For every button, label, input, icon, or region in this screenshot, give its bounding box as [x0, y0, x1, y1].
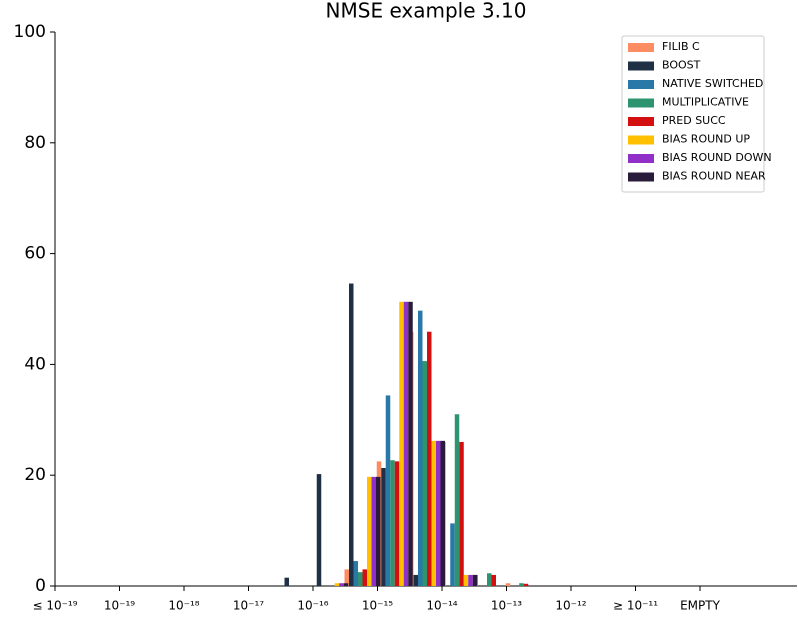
bar — [519, 583, 524, 586]
legend-swatch — [628, 98, 654, 108]
bar — [523, 583, 529, 586]
bar — [505, 583, 511, 586]
x-tick-label: 10⁻¹⁴ — [426, 599, 457, 613]
bar — [343, 583, 349, 586]
bar — [418, 310, 423, 586]
bar — [413, 574, 418, 586]
bar — [436, 440, 441, 586]
legend-label: BIAS ROUND UP — [662, 133, 750, 146]
bar — [358, 572, 363, 586]
bar — [339, 583, 344, 586]
legend-swatch — [628, 61, 654, 71]
chart-title: NMSE example 3.10 — [326, 0, 527, 23]
x-tick-label: ≤ 10⁻¹⁹ — [32, 599, 77, 613]
legend-swatch — [628, 172, 654, 182]
y-tick-label: 0 — [35, 576, 46, 596]
bar — [431, 440, 436, 586]
legend-label: NATIVE SWITCHED — [662, 77, 763, 90]
bar — [463, 574, 469, 586]
x-tick-label: ≥ 10⁻¹¹ — [613, 599, 658, 613]
legend-swatch — [628, 80, 654, 89]
bar — [381, 467, 386, 586]
legend-swatch — [628, 135, 654, 145]
legend-label: PRED SUCC — [662, 114, 726, 127]
bar — [334, 583, 340, 586]
legend-label: BOOST — [662, 59, 701, 72]
bar — [459, 441, 464, 586]
x-tick-label: 10⁻¹⁵ — [362, 599, 393, 613]
bar — [349, 283, 354, 586]
bar — [427, 331, 432, 586]
y-tick-label: 40 — [24, 354, 46, 374]
bar — [284, 577, 289, 586]
x-tick-label: 10⁻¹² — [555, 599, 586, 613]
x-tick-label: 10⁻¹⁷ — [233, 599, 264, 613]
bar — [394, 461, 400, 586]
legend-label: BIAS ROUND NEAR — [662, 170, 766, 183]
bar — [472, 574, 478, 586]
bar — [371, 476, 376, 586]
y-tick-label: 100 — [14, 22, 46, 42]
y-tick-label: 60 — [24, 244, 46, 264]
bar — [399, 301, 404, 586]
bar — [487, 573, 492, 586]
bar — [440, 440, 445, 586]
bar — [468, 574, 473, 586]
legend-label: FILIB C — [662, 40, 700, 53]
bar — [376, 476, 381, 586]
legend-label: BIAS ROUND DOWN — [662, 151, 772, 164]
bar — [403, 301, 409, 586]
bar — [408, 301, 413, 586]
y-tick-label: 20 — [24, 465, 46, 485]
x-tick-label: 10⁻¹⁹ — [104, 599, 135, 613]
bar — [385, 395, 391, 586]
bar — [491, 574, 496, 586]
x-tick-label: 10⁻¹⁸ — [168, 599, 199, 613]
legend-swatch — [628, 117, 654, 126]
x-tick-label: 10⁻¹⁶ — [297, 599, 328, 613]
bar — [390, 460, 395, 586]
x-tick-label: 10⁻¹³ — [491, 599, 522, 613]
bar — [454, 414, 460, 586]
bar — [344, 569, 349, 586]
bar — [353, 561, 358, 586]
legend-box — [621, 35, 765, 193]
x-tick-label: EMPTY — [680, 599, 721, 613]
bar — [367, 476, 372, 586]
y-tick-label: 80 — [24, 133, 46, 153]
legend-label: MULTIPLICATIVE — [662, 96, 749, 109]
legend-swatch — [628, 154, 654, 163]
legend-swatch — [628, 43, 654, 52]
bar — [316, 474, 322, 586]
bar — [422, 361, 427, 586]
bar — [450, 523, 455, 586]
bar — [362, 569, 367, 586]
